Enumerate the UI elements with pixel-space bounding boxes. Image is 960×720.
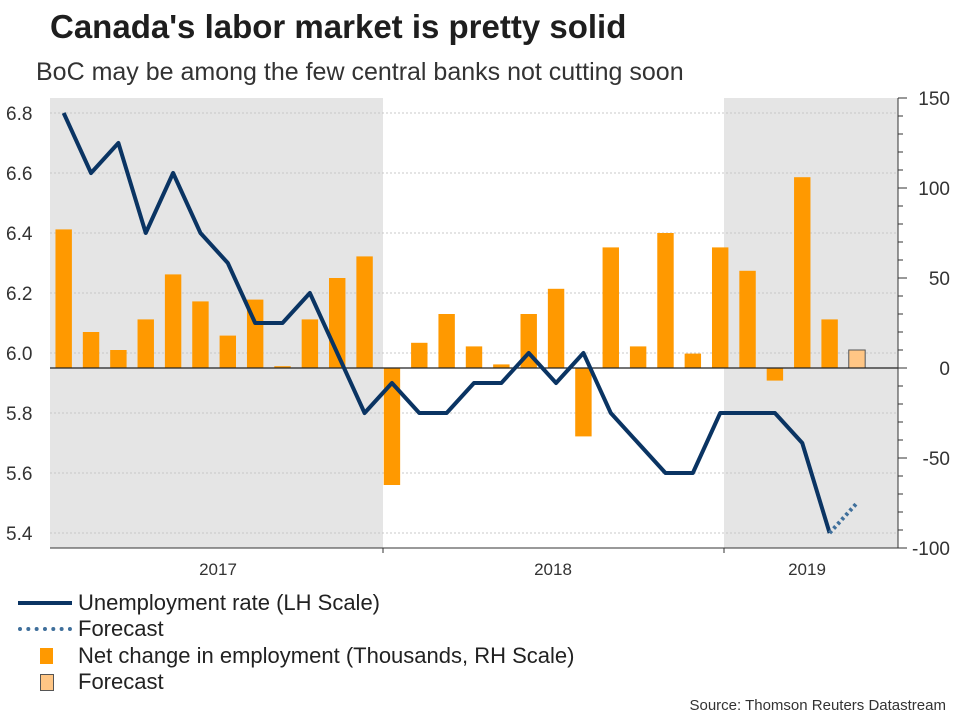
source-note: Source: Thomson Reuters Datastream [689,697,946,714]
right-tick-label: -100 [912,539,950,560]
employment-bar [766,368,784,381]
left-tick-label: 5.6 [6,464,32,485]
employment-bar [575,368,592,437]
left-tick-label: 6.2 [6,284,32,305]
x-year-label: 2019 [788,560,826,579]
employment-bar [821,319,838,368]
unemployment-line [61,112,832,534]
employment-bar [493,364,510,368]
right-tick-label: -50 [923,449,950,470]
employment-bar [301,319,319,368]
employment-bar [137,319,154,368]
right-tick-label: 150 [918,89,950,110]
employment-bar [465,346,483,368]
employment-bar [684,353,702,368]
employment-bar [164,274,182,368]
right-tick-label: 0 [939,359,950,380]
x-year-label: 2017 [199,560,237,579]
legend-forecast-bar: Forecast [16,669,164,695]
employment-bar [602,247,619,368]
employment-bar [657,233,674,368]
employment-bar [192,301,209,368]
left-tick-label: 5.4 [6,524,33,545]
legend-forecast-bar-swatch [16,669,78,695]
legend-dotted-swatch [16,616,78,642]
legend-label-forecast-bar: Forecast [78,669,164,694]
employment-bar [739,270,756,368]
chart-svg: 5.4 5.6 5.8 6.0 6.2 6.4 6.6 6.8 -100 -50 0 50 100 150… [6,89,950,579]
left-tick-label: 6.6 [6,164,32,185]
employment-bar [110,350,127,368]
chart-subtitle: BoC may be among the few central banks n… [36,58,684,86]
legend-bar-swatch [16,643,78,669]
employment-bar [55,229,72,368]
left-tick-label: 6.4 [6,224,33,245]
employment-bar [520,314,537,368]
legend-label-unemployment: Unemployment rate (LH Scale) [78,590,381,615]
legend-unemployment: Unemployment rate (LH Scale) [16,590,380,616]
legend-forecast-line: Forecast [16,616,164,642]
employment-bar [547,288,565,368]
employment-bar [711,247,729,368]
employment-bar [356,256,373,368]
left-tick-label: 6.8 [6,104,32,125]
right-tick-label: 50 [929,269,950,290]
x-year-label: 2018 [534,560,572,579]
chart-title: Canada's labor market is pretty solid [50,8,627,45]
unemployment-forecast-line [828,501,859,535]
left-tick-label: 5.8 [6,404,32,425]
employment-bar [219,335,237,368]
employment-bar [82,332,100,368]
employment-bar [411,342,428,368]
right-tick-label: 100 [918,179,950,200]
legend-employment: Net change in employment (Thousands, RH … [16,643,574,669]
legend-label-forecast-line: Forecast [78,616,164,641]
employment-bar [629,346,647,368]
forecast-bar [848,349,866,369]
legend-label-employment: Net change in employment (Thousands, RH … [78,643,575,668]
left-tick-label: 6.0 [6,344,32,365]
employment-bar [383,368,401,485]
employment-bar [274,366,291,368]
employment-bar [438,314,455,368]
legend-line-swatch [16,590,78,616]
employment-bar [794,177,811,368]
